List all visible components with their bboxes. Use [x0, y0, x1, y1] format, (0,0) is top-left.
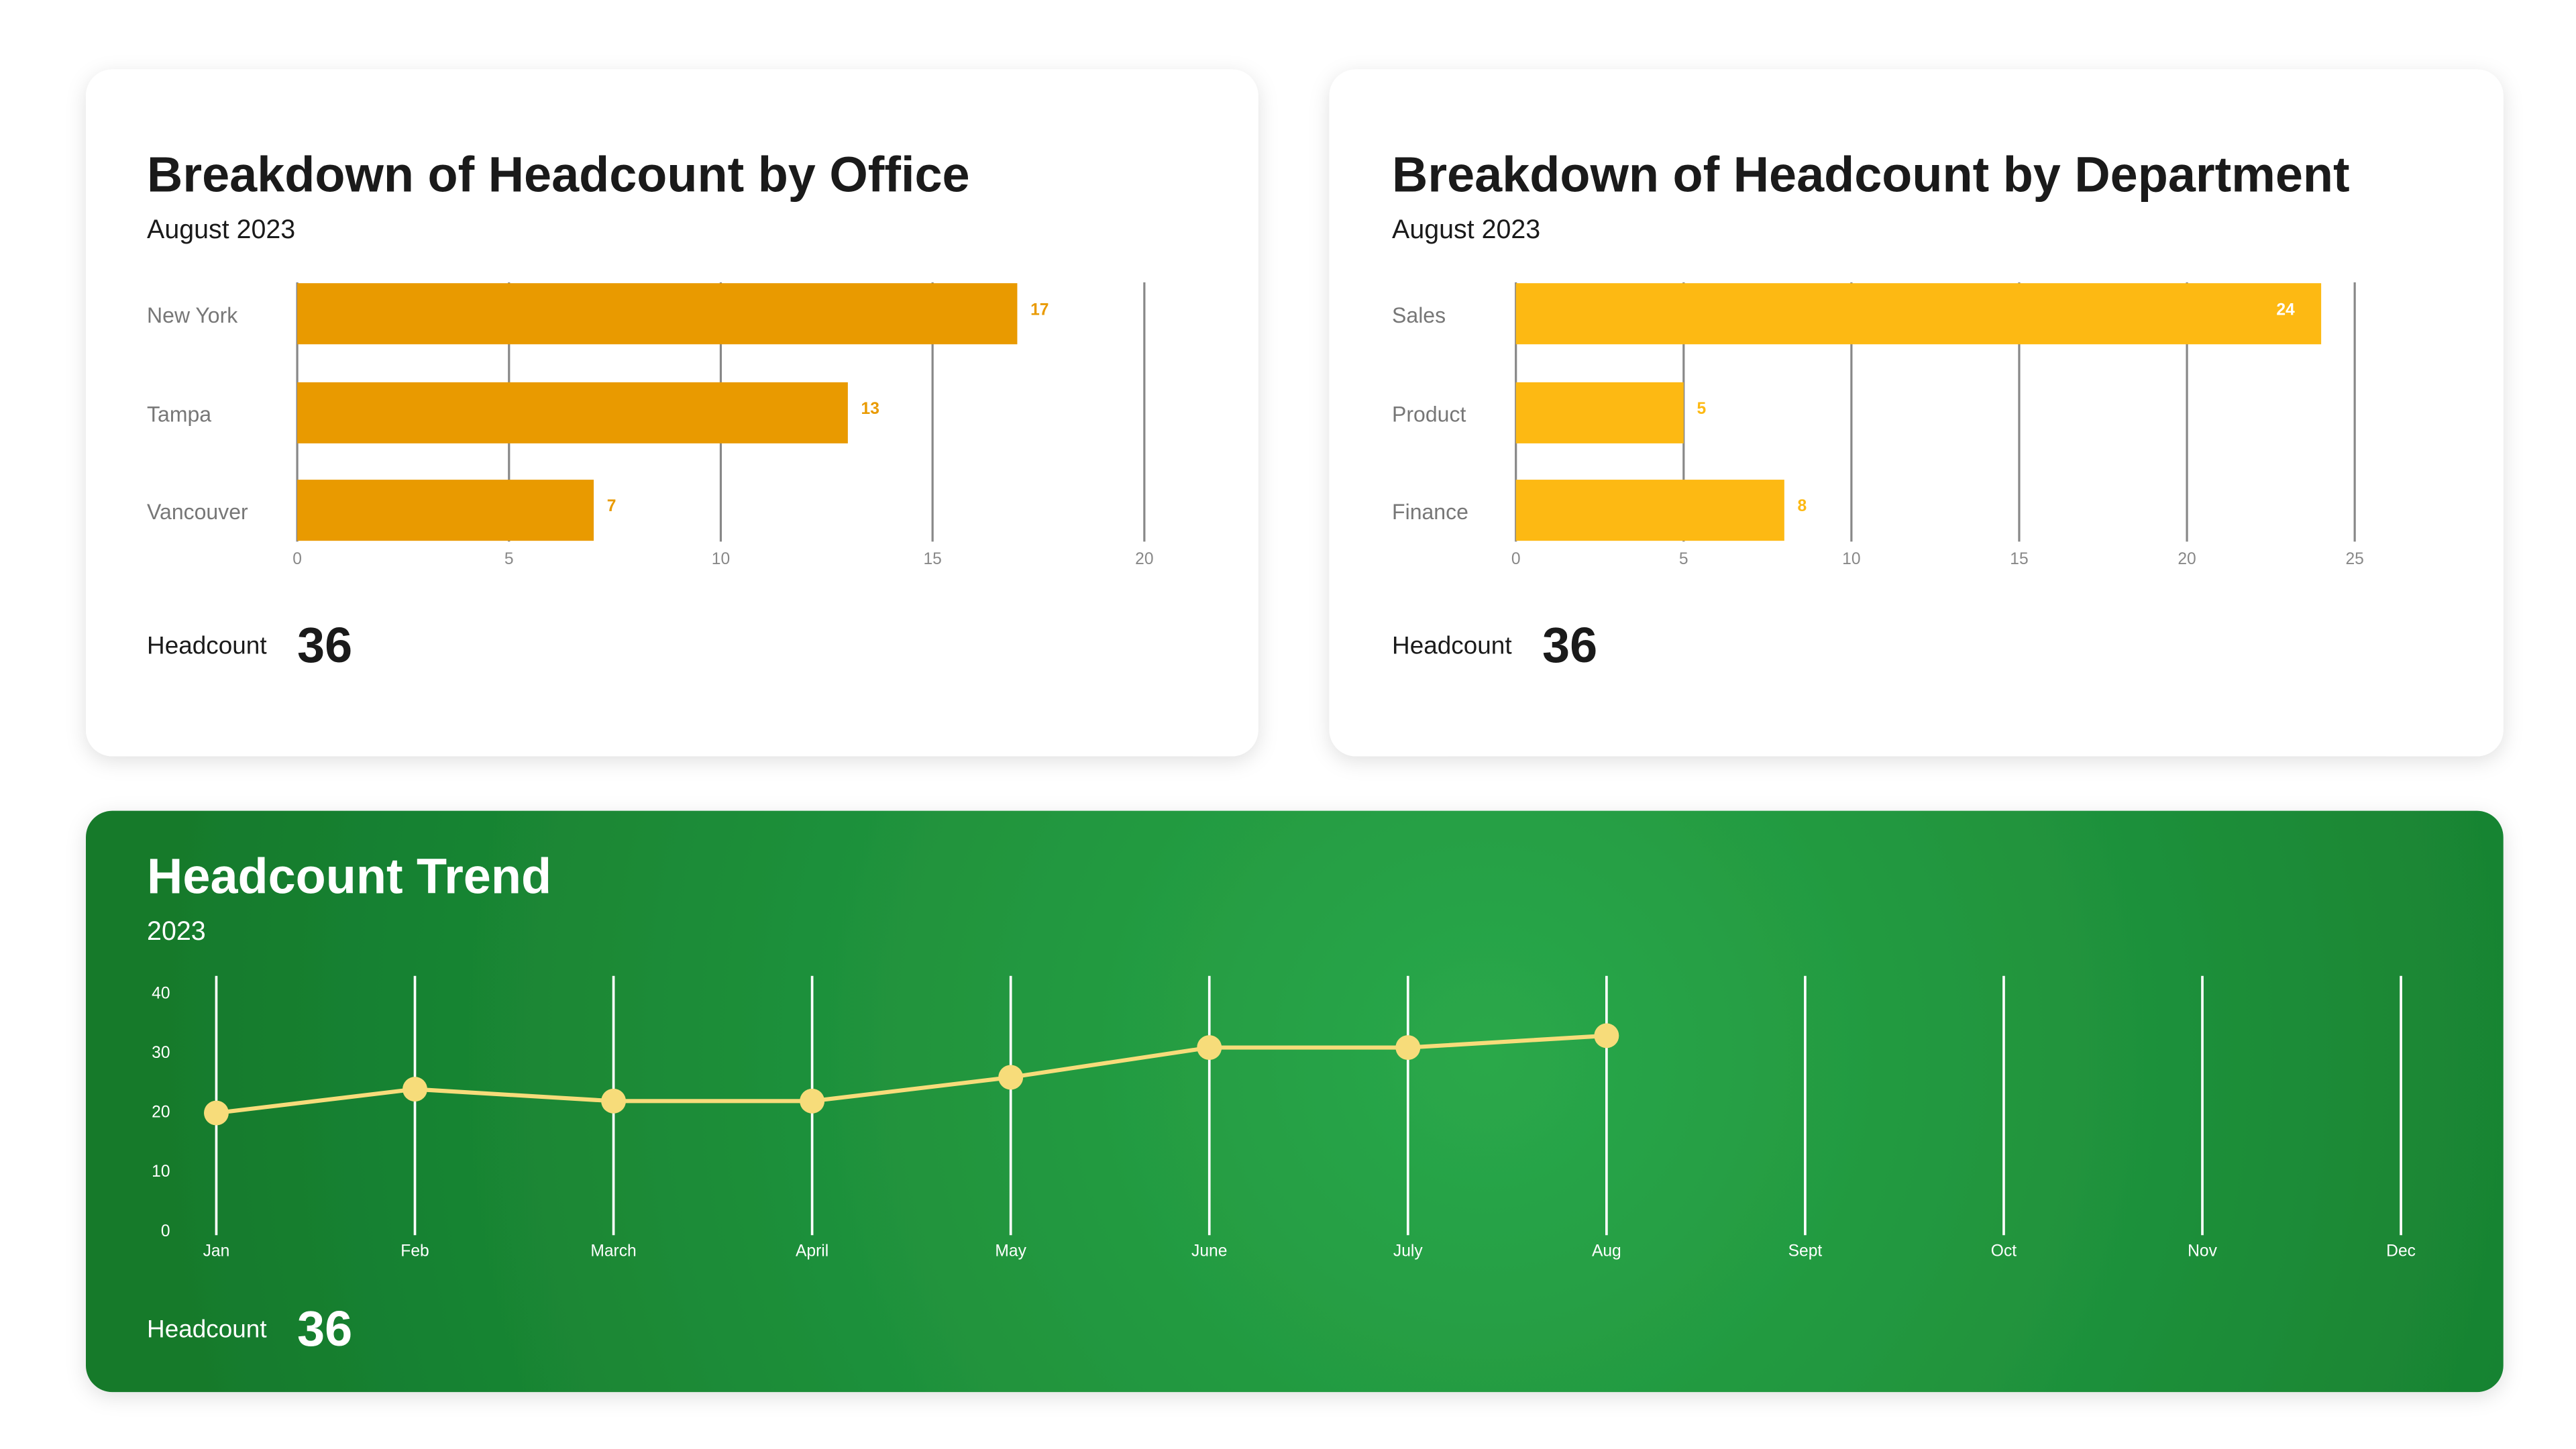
x-tick-label: 20 [2178, 550, 2196, 568]
point [800, 1088, 825, 1114]
y-tick-label: 20 [152, 1104, 170, 1122]
value-label: 7 [607, 497, 616, 515]
value-label: 5 [1697, 400, 1706, 418]
chart-subtitle: August 2023 [147, 215, 295, 244]
x-tick-label: 20 [1135, 550, 1153, 568]
point [1197, 1035, 1222, 1061]
x-tick-label: Oct [1991, 1242, 2017, 1260]
value-label: 8 [1798, 497, 1807, 515]
bar [297, 283, 1018, 345]
x-tick-label: 15 [923, 550, 941, 568]
card [86, 810, 2504, 1393]
category-label: Sales [1392, 303, 1446, 327]
point [998, 1065, 1024, 1090]
card [1329, 69, 2504, 757]
x-tick-label: Dec [2386, 1242, 2416, 1260]
y-tick-label: 0 [161, 1222, 170, 1240]
category-label: Product [1392, 402, 1466, 427]
total-label: Headcount [147, 632, 267, 659]
x-tick-label: Jan [203, 1242, 230, 1260]
value-label: 24 [2276, 301, 2295, 319]
value-label: 17 [1030, 301, 1049, 319]
x-tick-label: 5 [1679, 550, 1688, 568]
x-tick-label: 25 [2345, 550, 2363, 568]
total-label: Headcount [1392, 632, 1512, 659]
chart-subtitle: 2023 [147, 916, 206, 946]
x-tick-label: Nov [2188, 1242, 2217, 1260]
point [402, 1077, 427, 1102]
value-label: 13 [861, 400, 879, 418]
chart-title: Breakdown of Headcount by Office [147, 146, 970, 202]
x-tick-label: 10 [712, 550, 730, 568]
x-tick-label: May [995, 1242, 1026, 1260]
x-tick-label: 0 [1511, 550, 1521, 568]
y-tick-label: 30 [152, 1044, 170, 1062]
line [216, 1033, 1607, 1116]
x-tick-label: June [1191, 1242, 1227, 1260]
chart-title: Headcount Trend [147, 848, 551, 904]
x-tick-label: July [1393, 1242, 1423, 1260]
total-value: 36 [1542, 617, 1597, 673]
chart-title: Breakdown of Headcount by Department [1392, 146, 2350, 202]
y-tick-label: 10 [152, 1163, 170, 1181]
category-label: Finance [1392, 500, 1468, 524]
total-value: 36 [297, 1301, 352, 1356]
x-tick-label: Feb [400, 1242, 429, 1260]
bar [1515, 480, 1784, 541]
point [1594, 1023, 1619, 1049]
chart-subtitle: August 2023 [1392, 215, 1540, 244]
bar [297, 382, 848, 443]
point [601, 1088, 627, 1114]
x-tick-label: 15 [2010, 550, 2028, 568]
category-label: Tampa [147, 402, 211, 427]
x-tick-label: Sept [1788, 1242, 1823, 1260]
bar [1515, 283, 2322, 345]
point [204, 1100, 229, 1126]
x-tick-label: Aug [1592, 1242, 1621, 1260]
category-label: Vancouver [147, 500, 248, 524]
total-value: 36 [297, 617, 352, 673]
category-label: New York [147, 303, 238, 327]
point [1395, 1035, 1421, 1061]
bar [297, 480, 594, 541]
x-tick-label: 10 [1842, 550, 1860, 568]
x-tick-label: 0 [292, 550, 302, 568]
x-tick-label: 5 [504, 550, 514, 568]
bar [1515, 382, 1684, 443]
x-tick-label: March [590, 1242, 636, 1260]
y-tick-label: 40 [152, 984, 170, 1002]
x-tick-label: April [796, 1242, 828, 1260]
total-label: Headcount [147, 1316, 267, 1343]
